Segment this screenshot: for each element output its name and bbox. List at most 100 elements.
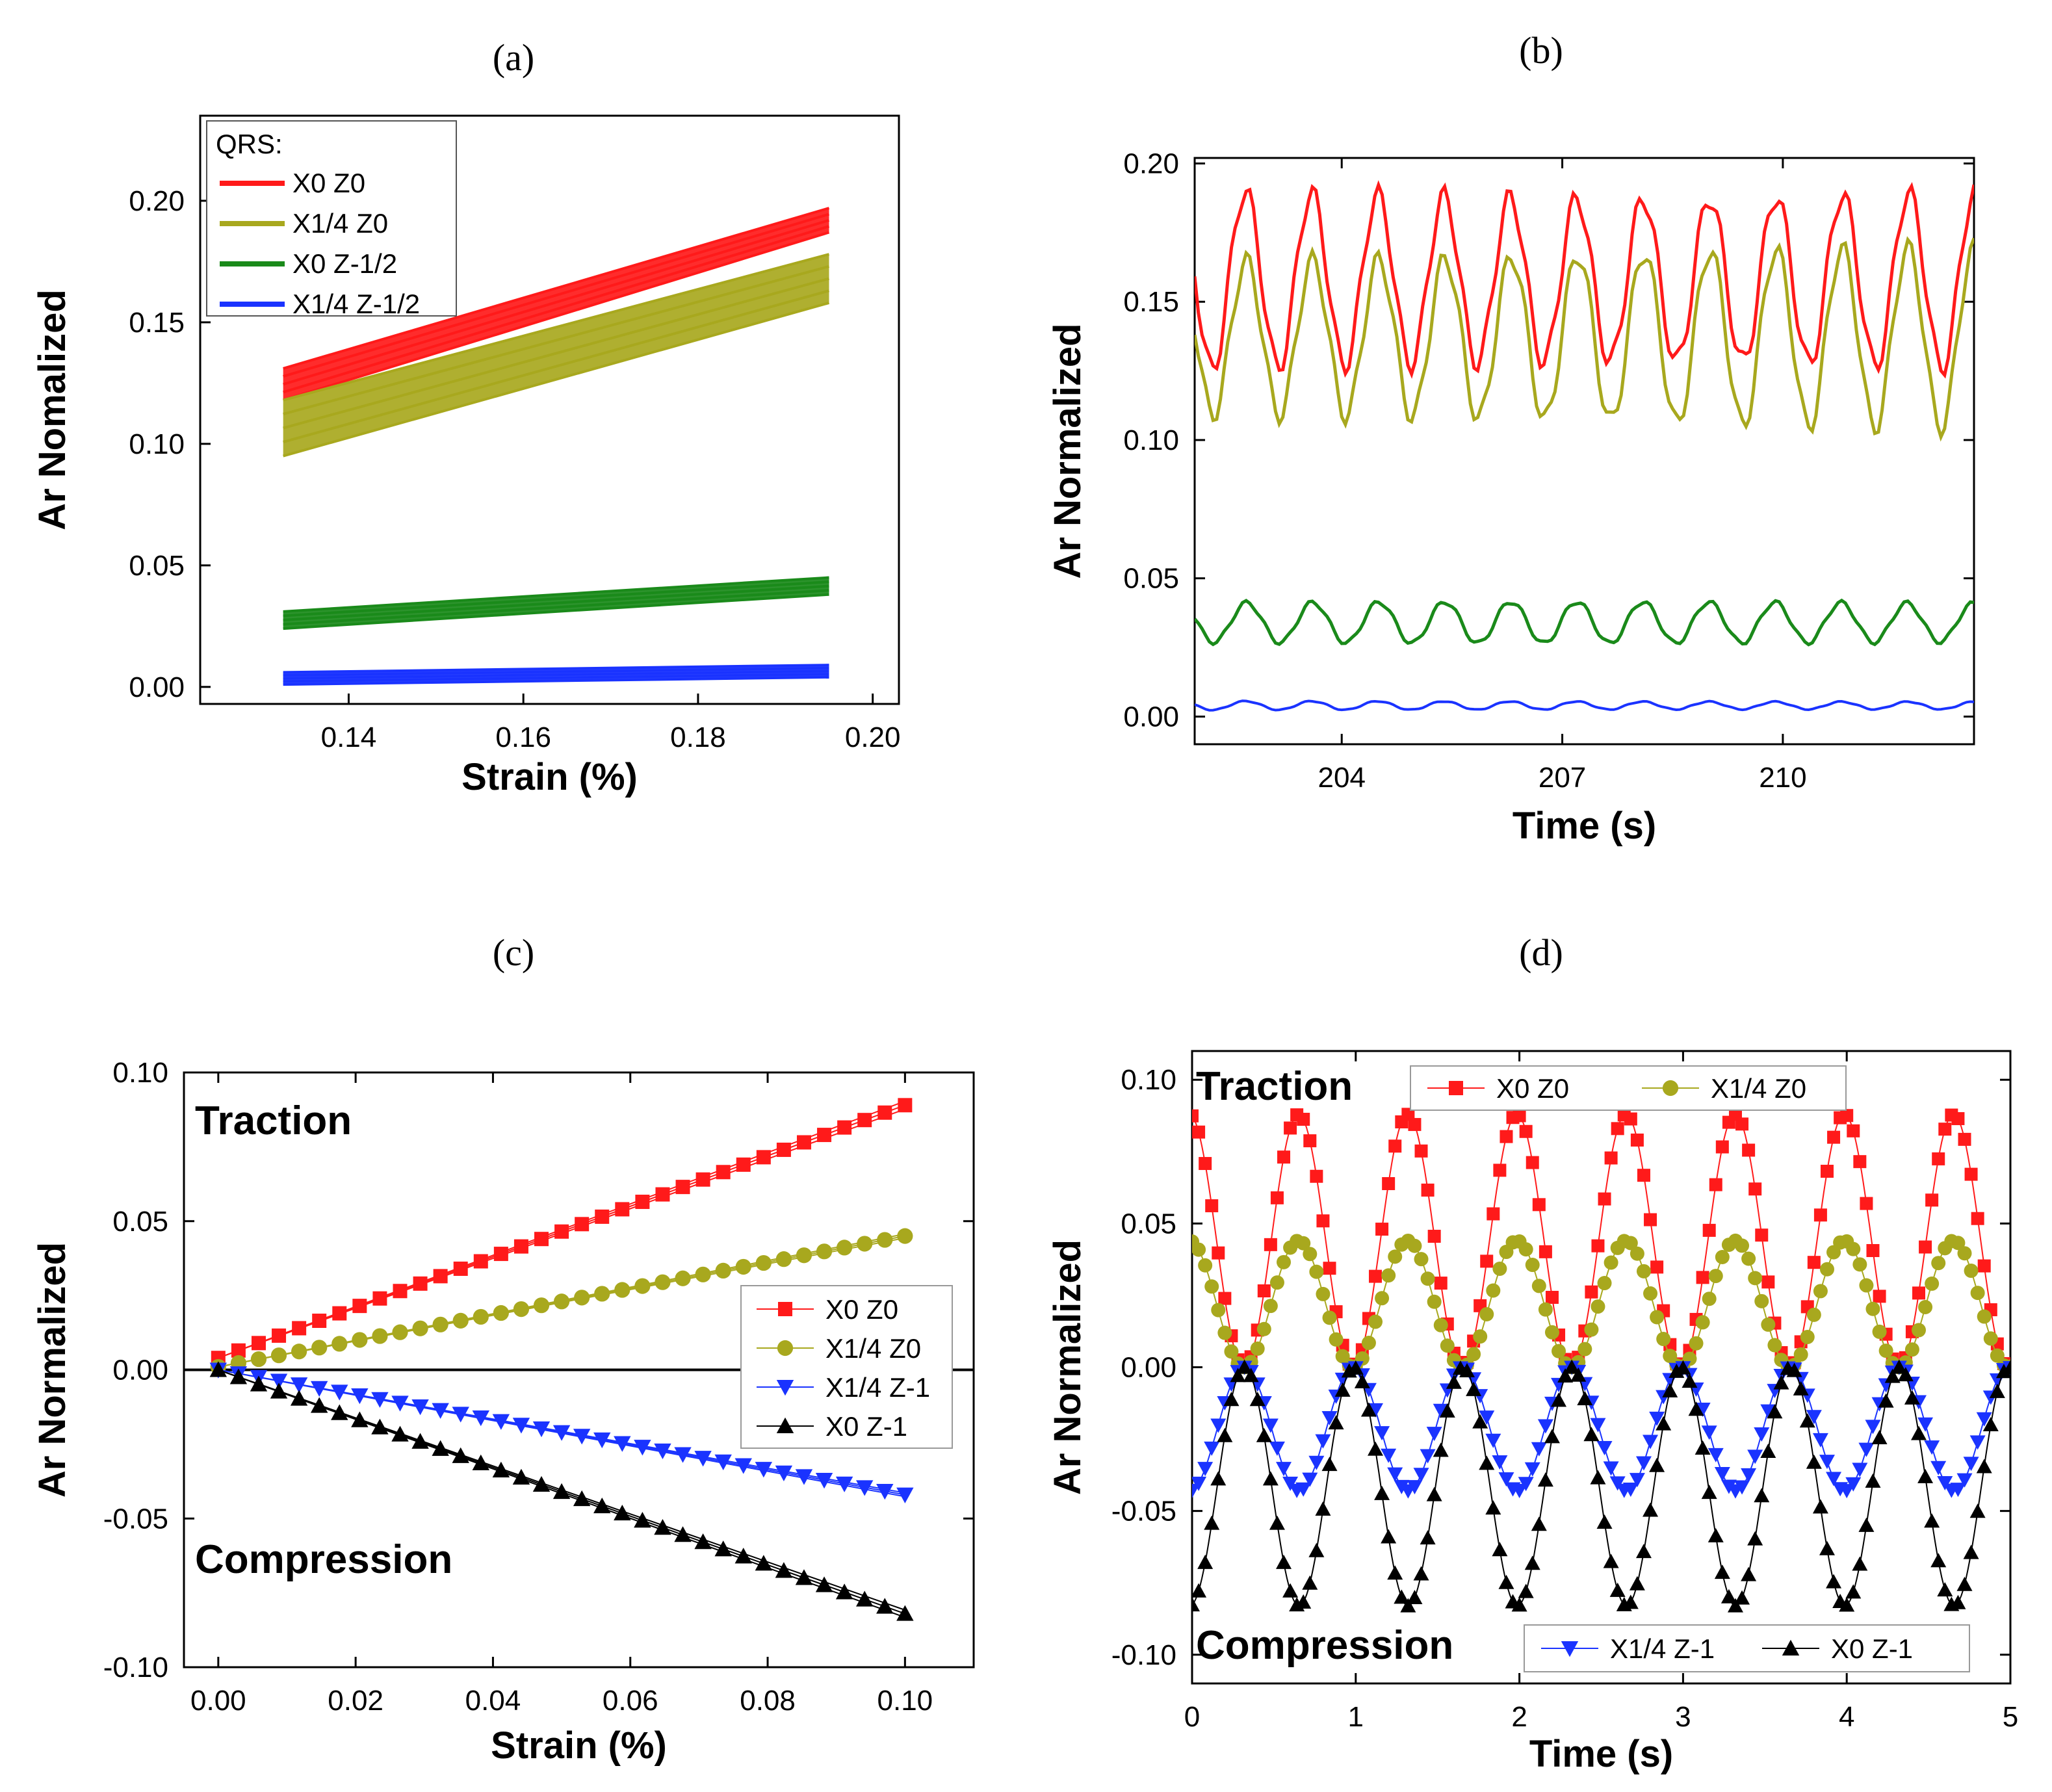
marker-d-2 [1643, 1435, 1659, 1449]
legend-box-d-bottom [1524, 1624, 1970, 1672]
strand-X1/4 Z0 [283, 302, 830, 458]
marker-d-0 [1873, 1290, 1886, 1303]
marker-d-2 [1695, 1403, 1711, 1418]
marker-c-2 [532, 1421, 551, 1438]
legend-d-bottom: X1/4 Z-1 X0 Z-1 [1524, 1624, 1970, 1672]
marker-d-0 [1624, 1112, 1637, 1126]
marker-d-3 [1865, 1473, 1881, 1488]
legend-box-c [740, 1285, 953, 1449]
marker-c-2 [432, 1403, 449, 1419]
marker-d-3 [1354, 1373, 1370, 1388]
marker-d-3 [1741, 1566, 1757, 1581]
marker-c-0 [251, 1336, 266, 1351]
marker-d-0 [1807, 1256, 1821, 1269]
marker-d-3 [1583, 1427, 1600, 1442]
marker-d-3 [1826, 1574, 1842, 1589]
legend-label-d-2: X1/4 Z-1 [1610, 1633, 1715, 1664]
marker-d-3 [1976, 1459, 1992, 1474]
marker-d-2 [1917, 1417, 1934, 1432]
marker-c-3 [452, 1447, 469, 1463]
x-tick-label-a: 0.20 [845, 721, 901, 753]
marker-d-0 [1696, 1271, 1709, 1284]
marker-d-1 [1192, 1242, 1206, 1257]
marker-d-2 [1760, 1404, 1776, 1419]
y-tick-label-b: 0.20 [1123, 148, 1179, 180]
x-tick-label-b: 204 [1318, 762, 1366, 794]
marker-d-0 [1414, 1144, 1428, 1158]
marker-d-0 [1585, 1285, 1598, 1299]
marker-d-1 [1466, 1347, 1481, 1362]
marker-d-3 [1321, 1457, 1338, 1472]
legend-c: X0 Z0 X1/4 Z0 X1/4 Z-1 X0 Z-1 [740, 1285, 953, 1449]
marker-c-2 [654, 1443, 671, 1460]
marker-d-2 [1635, 1456, 1652, 1471]
marker-c-0 [817, 1128, 832, 1143]
marker-d-3 [1485, 1500, 1501, 1515]
marker-d-3 [1891, 1359, 1907, 1374]
marker-d-3 [1662, 1383, 1678, 1397]
marker-d-3 [1982, 1417, 1999, 1432]
marker-d-0 [1938, 1123, 1952, 1136]
marker-c-1 [452, 1312, 469, 1329]
marker-c-3 [432, 1440, 449, 1456]
marker-d-2 [1590, 1418, 1606, 1433]
panel-a: (a) 0.14 0.16 0.18 0.20 0.00 0.05 0.10 0.15 0.20 S… [31, 36, 901, 798]
marker-d-1 [1597, 1276, 1612, 1291]
marker-d-0 [1958, 1132, 1971, 1146]
y-tick-label-c: 0.00 [112, 1355, 168, 1386]
marker-d-0 [1434, 1277, 1448, 1290]
marker-d-3 [1223, 1392, 1240, 1407]
marker-d-0 [1866, 1244, 1880, 1258]
marker-d-1 [1846, 1241, 1861, 1256]
marker-d-1 [1865, 1301, 1880, 1316]
marker-c-1 [775, 1251, 792, 1267]
marker-d-3 [1884, 1368, 1901, 1383]
marker-c-0 [575, 1217, 590, 1232]
marker-d-1 [1584, 1322, 1599, 1337]
marker-c-3 [694, 1533, 712, 1550]
marker-d-2 [1498, 1472, 1514, 1487]
marker-d-3 [1381, 1529, 1397, 1544]
marker-c-3 [310, 1397, 328, 1413]
marker-c-0 [393, 1284, 408, 1299]
marker-d-3 [1858, 1517, 1875, 1532]
line-d-3 [1192, 1366, 2010, 1607]
marker-c-3 [593, 1497, 611, 1514]
legend-a: QRS: X0 Z0 X1/4 Z0 X0 Z-1/2 X1/4 Z-1/2 [206, 120, 457, 319]
marker-c-1 [412, 1320, 428, 1336]
marker-d-2 [1518, 1477, 1534, 1492]
marker-d-0 [1611, 1122, 1624, 1136]
marker-c-2 [835, 1476, 853, 1492]
series-a-1 [283, 253, 830, 458]
marker-d-0 [1401, 1108, 1415, 1121]
marker-d-2 [1426, 1427, 1442, 1442]
marker-d-1 [1303, 1247, 1318, 1262]
plot-frame-b [1193, 157, 1975, 746]
marker-d-0 [1270, 1191, 1284, 1204]
strand-X1/4 Z-1/2 [283, 664, 829, 674]
marker-d-0 [1919, 1240, 1932, 1254]
marker-c-1 [392, 1324, 408, 1340]
marker-d-0 [1755, 1228, 1769, 1242]
marker-d-3 [1269, 1515, 1285, 1530]
line-d-0 [1192, 1113, 2010, 1368]
marker-d-3 [1793, 1381, 1809, 1396]
marker-d-2 [1858, 1442, 1875, 1457]
marker-d-2 [1413, 1468, 1429, 1483]
marker-c-1 [291, 1344, 307, 1360]
marker-d-3 [1845, 1584, 1862, 1599]
marker-d-3 [1262, 1471, 1279, 1486]
marker-c-2 [452, 1407, 469, 1423]
marker-d-0 [1761, 1275, 1775, 1289]
marker-d-2 [1812, 1433, 1828, 1448]
marker-d-2 [1368, 1403, 1384, 1418]
marker-c-1 [493, 1305, 509, 1321]
marker-c-1 [897, 1228, 913, 1244]
marker-d-2 [1839, 1484, 1855, 1499]
marker-d-0 [1820, 1164, 1834, 1178]
marker-d-2 [1629, 1473, 1645, 1488]
marker-c-1 [594, 1286, 610, 1302]
marker-d-2 [1381, 1448, 1397, 1463]
strand-X0 Z-1/2 [283, 584, 829, 621]
marker-c-2 [815, 1473, 833, 1489]
